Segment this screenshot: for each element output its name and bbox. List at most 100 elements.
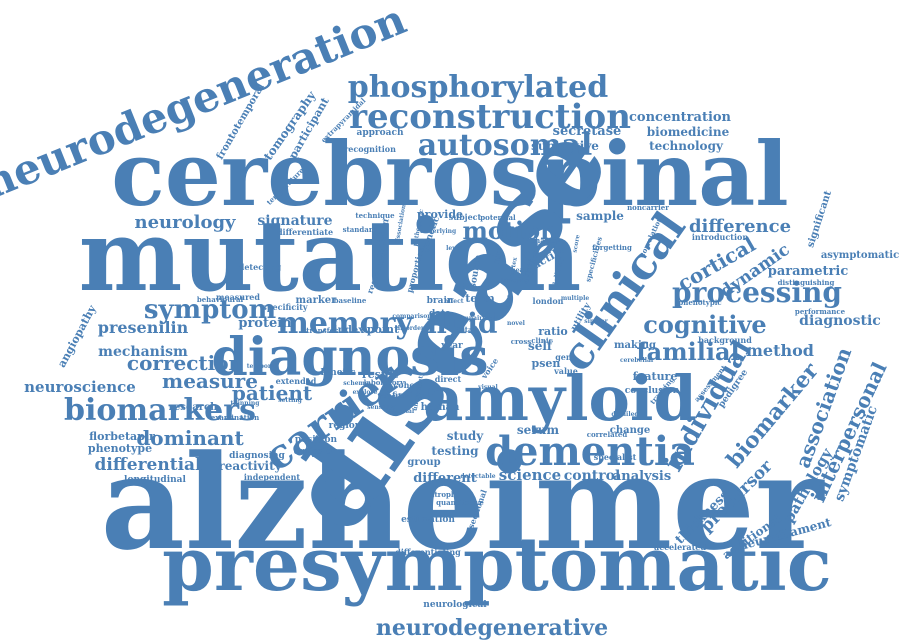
word-motion: motion <box>462 216 557 245</box>
word-region: region <box>329 421 362 431</box>
word-testing: testing <box>431 444 479 458</box>
word-technology: technology <box>649 139 724 153</box>
word-phenotype: phenotype <box>88 442 152 455</box>
word-memory: memory <box>277 306 414 341</box>
word-significant: significant <box>805 189 834 249</box>
word-protein: protein <box>238 316 292 331</box>
word-diagnosing: diagnosing <box>229 451 285 461</box>
word-concentration: concentration <box>629 110 732 125</box>
word-measured: measured <box>216 292 260 302</box>
word-mechanism: mechanism <box>98 344 188 360</box>
word-superior: superior <box>380 393 409 400</box>
word-atrophy: atrophy <box>430 490 461 499</box>
word-biomarkers: biomarkers <box>64 393 256 428</box>
word-accelerated: accelerated <box>654 542 706 552</box>
word-diagnosis: diagnosis <box>212 327 489 388</box>
word-underlying: underlying <box>420 228 457 235</box>
word-explore: explore <box>353 389 378 396</box>
word-london: london <box>533 296 564 306</box>
word-sensitive: sensitive <box>367 404 397 411</box>
word-examination: examination <box>211 413 260 422</box>
word-baseline: baseline <box>334 296 367 305</box>
word-mutation: mutation <box>79 199 582 314</box>
word-health: health <box>511 267 533 274</box>
word-forgetting: forgetting <box>592 243 632 252</box>
word-conclusion: conclusion <box>625 386 680 396</box>
word-score: score <box>572 234 582 253</box>
word-processing: processing <box>672 276 842 309</box>
word-measure: measure <box>162 369 258 393</box>
word-correlated: correlated <box>587 430 628 439</box>
word-research: research <box>169 402 218 413</box>
word-cohort: cohort <box>393 380 423 390</box>
word-making: making <box>614 340 656 351</box>
word-alzheimer: alzheimer <box>101 426 825 579</box>
word-provide: provide <box>417 208 463 221</box>
word-chapter: chapter <box>531 236 561 245</box>
word-laboratory: laboratory <box>364 378 406 387</box>
word-level: level <box>446 245 462 252</box>
word-behavioural: behavioural <box>197 295 244 304</box>
word-ratio: ratio <box>538 325 568 338</box>
word-longitudinal: longitudinal <box>124 475 186 485</box>
word-specificity: specificity <box>262 302 308 312</box>
word-comparison: comparison <box>392 313 432 320</box>
word-detecting: detecting <box>239 262 282 272</box>
word-term: term <box>465 292 495 305</box>
word-onset: onset <box>503 294 513 313</box>
word-correction: correction <box>127 351 244 375</box>
word-extended: extended <box>276 376 317 386</box>
word-diagnostic: diagnostic <box>799 313 881 329</box>
word-reconstruction: reconstruction <box>349 97 631 137</box>
word-phenotypic: phenotypic <box>678 298 721 307</box>
word-florbetapir: florbetapir <box>89 430 155 443</box>
word-signature: signature <box>257 213 332 229</box>
word-difference: difference <box>689 216 791 237</box>
word-fluid: fluid <box>427 307 498 340</box>
word-neurological: neurological <box>423 600 487 610</box>
word-affect: affect <box>444 298 463 305</box>
word-presenilin: presenilin <box>98 318 189 337</box>
word-angiopathy: angiopathy <box>55 302 99 369</box>
word-science: science <box>499 466 561 484</box>
word-material: material <box>386 408 415 415</box>
word-autosomal: autosomal <box>418 128 593 163</box>
word-imaging: imaging <box>501 277 529 284</box>
word-specialist: specialist <box>594 452 637 462</box>
word-thinning: thinning <box>231 400 261 407</box>
word-change: change <box>610 425 650 436</box>
word-positron: positron <box>295 435 338 445</box>
word-performance: performance <box>795 307 846 316</box>
word-study: study <box>447 429 484 443</box>
word-dominant: dominant <box>136 426 244 450</box>
word-cross: cross <box>511 337 532 346</box>
word-self: self <box>528 339 553 353</box>
word-independent: independent <box>244 472 301 482</box>
word-kinetic: kinetic <box>321 368 357 378</box>
word-detectable: detectable <box>460 473 495 480</box>
word-similar: similar <box>584 318 608 325</box>
word-temporal: temporal <box>247 363 278 370</box>
word-amyloid: amyloid <box>423 362 697 435</box>
word-symptom: symptom <box>144 295 276 325</box>
word-method: method <box>746 341 814 360</box>
word-distinguishing: distinguishing <box>778 278 835 287</box>
word-value: value <box>553 366 578 376</box>
word-cerebrospinal: cerebrospinal <box>111 122 788 226</box>
word-human: human <box>421 402 461 413</box>
word-disorder: disorder <box>396 325 425 332</box>
word-neurodegenerative: neurodegenerative <box>376 615 608 641</box>
word-standard: standard <box>343 225 378 234</box>
word-data: data <box>429 309 451 319</box>
word-multiple: multiple <box>561 295 590 302</box>
word-feature: feature <box>633 370 678 383</box>
word-technique: technique <box>355 211 395 220</box>
word-secretase: secretase <box>553 124 622 139</box>
word-phosphorylated: phosphorylated <box>348 70 609 105</box>
word-neuroscience: neuroscience <box>24 378 136 396</box>
word-subjective: subjective <box>531 139 599 153</box>
word-introduction: introduction <box>692 232 748 242</box>
word-psen: psen <box>532 357 561 370</box>
word-scheme: scheme <box>343 380 369 387</box>
